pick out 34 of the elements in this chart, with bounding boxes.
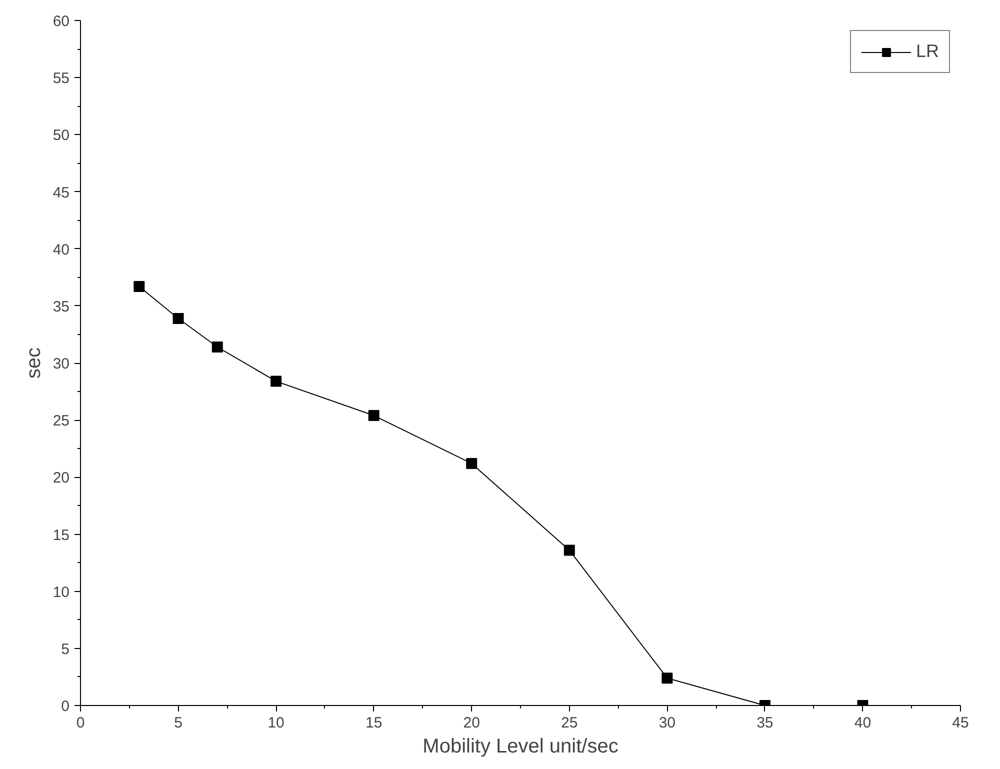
point	[368, 410, 380, 422]
point	[270, 376, 282, 387]
y-axis-title: sec	[22, 347, 45, 379]
x-tick-label: 35	[756, 714, 774, 732]
legend-label: LR	[916, 41, 939, 62]
point	[662, 672, 673, 684]
point	[172, 312, 184, 324]
y-tick-label: 40	[52, 241, 70, 258]
y-tick-label: 20	[52, 470, 70, 487]
y-tick-label: 60	[52, 13, 70, 30]
y-tick-label: 0	[61, 698, 70, 715]
x-tick-label: 15	[365, 714, 382, 732]
y-tick-label: 30	[52, 356, 70, 372]
y-tick-label: 50	[52, 127, 70, 144]
y-tick-label: 25	[52, 412, 70, 430]
x-tick-label: 30	[658, 714, 676, 732]
x-tick-label: 20	[463, 714, 480, 732]
x-tick-label: 5	[174, 714, 182, 732]
point	[212, 342, 223, 353]
x-tick-label: 10	[268, 714, 284, 732]
x-tick-label: 0	[76, 714, 85, 732]
x-tick-label: 45	[952, 714, 969, 732]
point	[466, 458, 478, 469]
y-tick-label: 45	[52, 184, 70, 202]
x-tick-label: 25	[561, 714, 578, 732]
point	[134, 281, 145, 292]
y-tick-label: 10	[52, 584, 70, 601]
point	[564, 544, 575, 556]
y-tick-label: 35	[52, 298, 70, 316]
x-axis-title: Mobility Level unit/sec	[422, 736, 618, 758]
y-tick-label: 15	[52, 526, 70, 544]
y-tick-label: 55	[52, 70, 70, 88]
y-tick-label: 5	[61, 640, 70, 658]
x-tick-label: 40	[854, 714, 872, 732]
